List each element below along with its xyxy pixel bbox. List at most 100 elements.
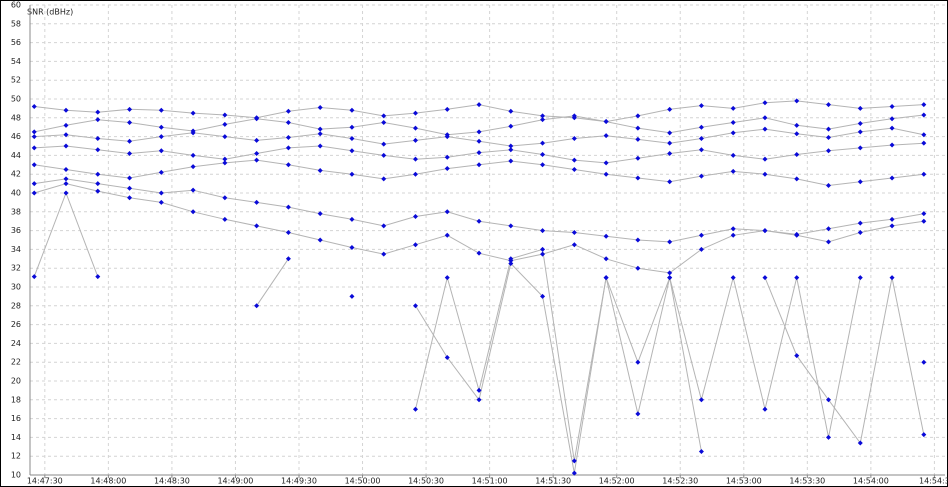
data-point xyxy=(127,106,133,112)
data-point xyxy=(127,138,133,144)
data-point xyxy=(540,228,546,234)
data-point xyxy=(285,108,291,114)
data-point xyxy=(31,162,37,168)
data-point xyxy=(254,199,260,205)
data-point xyxy=(412,406,418,412)
data-point xyxy=(762,171,768,177)
data-point xyxy=(349,171,355,177)
data-point xyxy=(571,167,577,172)
data-point xyxy=(317,167,323,173)
data-point xyxy=(254,157,260,163)
data-point xyxy=(31,134,37,140)
y-tick-label: 40 xyxy=(11,189,21,198)
data-point xyxy=(317,131,323,137)
data-point xyxy=(826,148,832,154)
data-point xyxy=(635,125,641,131)
data-point xyxy=(63,190,69,196)
y-tick-label: 36 xyxy=(11,226,21,235)
data-point xyxy=(921,132,927,138)
y-tick-label: 48 xyxy=(11,113,21,122)
x-tick-label: 14:48:00 xyxy=(90,477,126,486)
data-point xyxy=(635,136,641,142)
data-point xyxy=(412,171,418,177)
data-point xyxy=(794,275,800,281)
x-tick-label: 14:47:30 xyxy=(27,477,63,486)
data-point xyxy=(31,145,37,151)
data-point xyxy=(857,440,863,446)
y-tick-label: 24 xyxy=(11,339,21,348)
data-point xyxy=(826,434,832,440)
data-point xyxy=(412,110,418,116)
data-point xyxy=(63,122,69,128)
data-point xyxy=(667,106,673,112)
data-point xyxy=(31,190,37,196)
data-point xyxy=(349,293,355,299)
data-point xyxy=(921,218,927,224)
data-point xyxy=(635,359,641,365)
data-point xyxy=(476,102,482,108)
data-point xyxy=(412,125,418,131)
data-point xyxy=(476,250,482,256)
data-point xyxy=(158,124,164,130)
data-point xyxy=(635,237,641,243)
data-point xyxy=(444,106,450,112)
data-point xyxy=(603,256,609,262)
data-point xyxy=(317,126,323,132)
data-point xyxy=(285,145,291,151)
data-point xyxy=(857,275,863,281)
data-point xyxy=(571,229,577,235)
data-point xyxy=(857,129,863,135)
data-point xyxy=(921,359,927,365)
data-point xyxy=(826,182,832,188)
data-point xyxy=(476,387,482,393)
y-tick-label: 32 xyxy=(11,264,21,273)
data-point xyxy=(571,242,577,248)
data-point xyxy=(889,104,895,110)
data-point xyxy=(603,275,609,281)
data-point xyxy=(222,195,228,201)
data-point xyxy=(444,166,450,172)
data-point xyxy=(730,152,736,158)
y-tick-label: 52 xyxy=(11,76,21,85)
data-point xyxy=(127,175,133,181)
data-point xyxy=(381,223,387,229)
data-point xyxy=(508,223,514,229)
data-point xyxy=(730,226,736,232)
data-point xyxy=(698,397,704,403)
y-tick-label: 54 xyxy=(11,57,21,66)
data-point xyxy=(254,223,260,229)
data-point xyxy=(63,181,69,187)
data-point xyxy=(444,355,450,360)
data-point xyxy=(381,152,387,158)
data-point xyxy=(603,160,609,166)
data-point xyxy=(444,134,450,140)
data-point xyxy=(190,164,196,170)
data-point xyxy=(794,176,800,182)
series-line xyxy=(415,262,925,474)
data-point xyxy=(762,406,768,412)
y-axis-label: SNR (dBHz) xyxy=(27,8,73,17)
data-point xyxy=(158,199,164,205)
data-point xyxy=(540,140,546,146)
data-point xyxy=(667,239,673,245)
data-point xyxy=(571,113,577,119)
data-point xyxy=(698,173,704,179)
data-point xyxy=(730,120,736,125)
data-point xyxy=(95,188,101,194)
data-point xyxy=(317,211,323,217)
data-point xyxy=(158,107,164,113)
data-point xyxy=(921,211,927,217)
y-tick-label: 44 xyxy=(11,151,21,160)
data-point xyxy=(857,229,863,235)
data-point xyxy=(857,145,863,151)
data-point xyxy=(571,135,577,141)
data-point xyxy=(317,237,323,243)
data-point xyxy=(95,109,101,115)
data-point xyxy=(127,151,133,157)
data-point xyxy=(190,187,196,193)
data-point xyxy=(794,122,800,128)
data-point xyxy=(444,209,450,215)
data-point xyxy=(412,137,418,143)
data-point xyxy=(540,113,546,119)
x-tick-label: 14:50:30 xyxy=(408,477,444,486)
